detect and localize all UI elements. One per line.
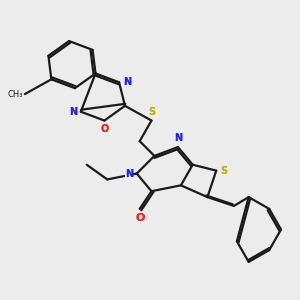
Text: N: N <box>69 107 77 117</box>
Text: N: N <box>125 169 133 178</box>
Text: O: O <box>135 213 144 223</box>
Text: N: N <box>69 107 77 117</box>
Text: S: S <box>220 166 227 176</box>
Text: S: S <box>148 107 155 117</box>
Text: O: O <box>135 213 144 223</box>
Text: N: N <box>174 133 182 143</box>
Text: N: N <box>123 77 131 87</box>
Text: N: N <box>125 169 133 178</box>
Text: O: O <box>100 124 109 134</box>
Text: S: S <box>148 107 155 117</box>
Text: CH₃: CH₃ <box>8 90 23 99</box>
Text: O: O <box>100 124 109 134</box>
Text: N: N <box>123 77 131 87</box>
Text: N: N <box>174 133 182 143</box>
Text: S: S <box>220 166 227 176</box>
